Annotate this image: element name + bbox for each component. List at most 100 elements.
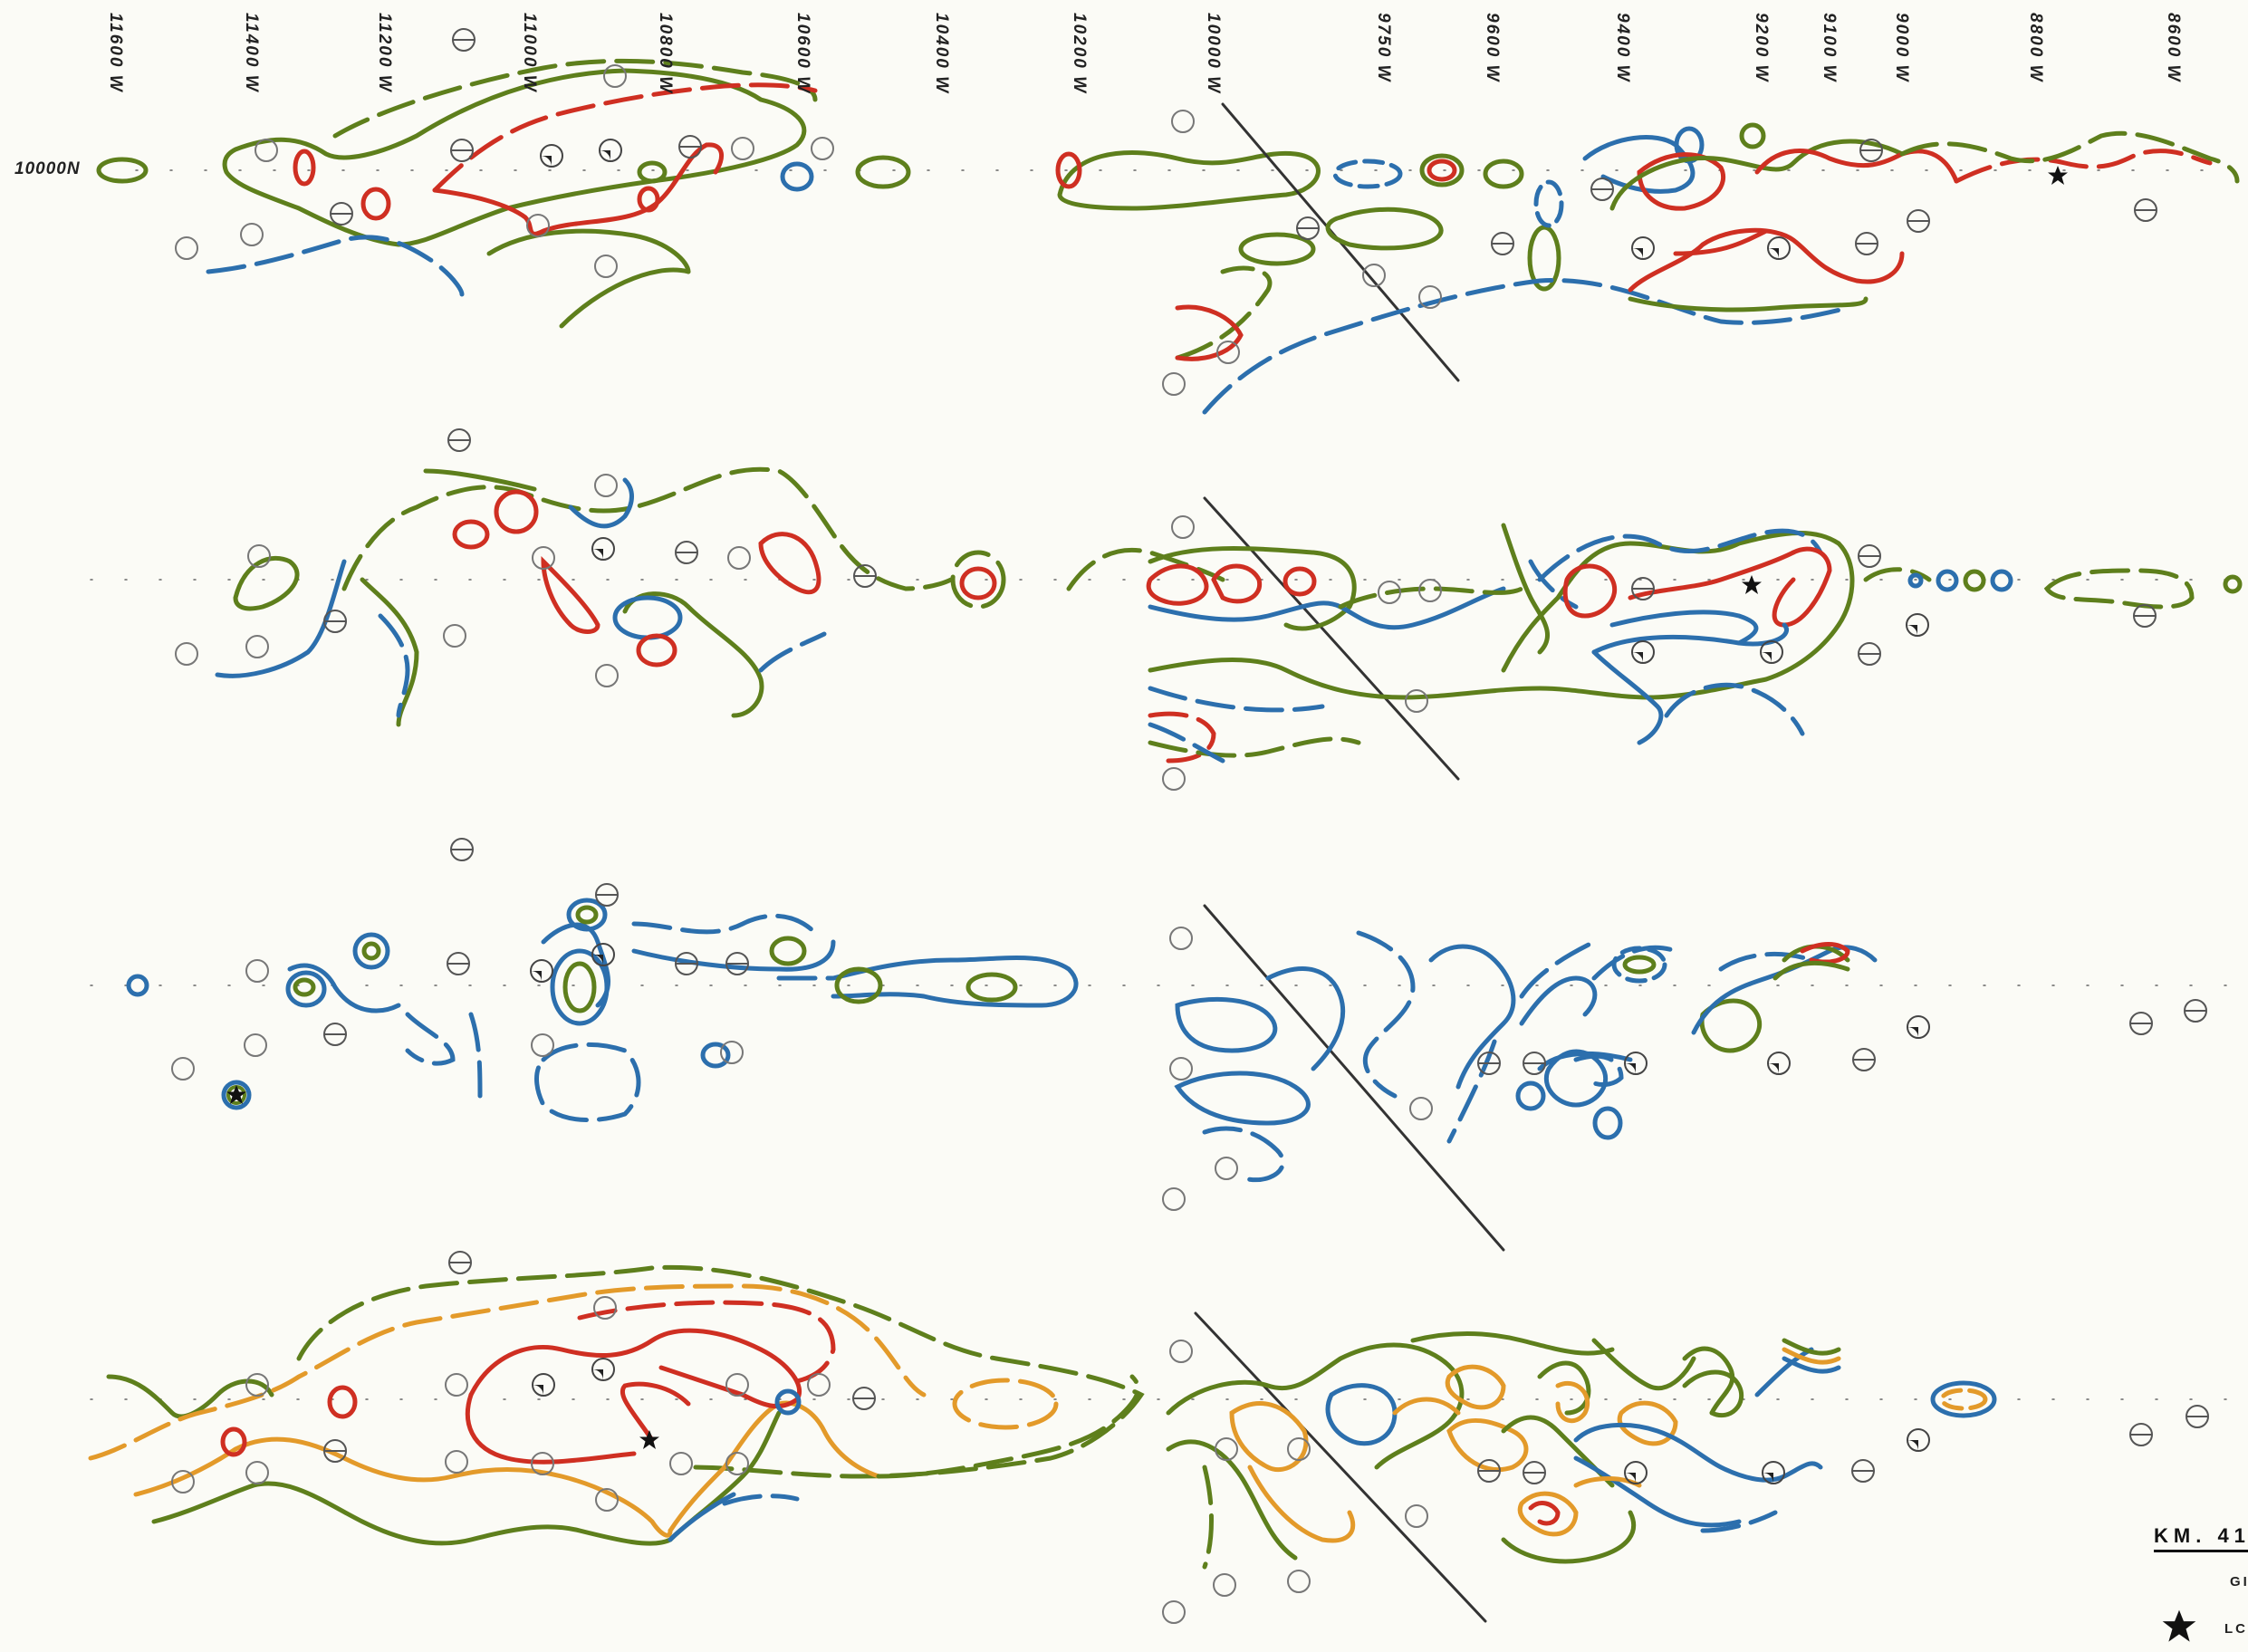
line-header-10400w: 10400 W [932,13,951,95]
station-symbol [531,1033,554,1057]
station-symbol [2133,604,2157,628]
station-symbol [807,1373,831,1397]
contour-red-2j [1148,711,1216,764]
contour-blue-2k [1591,622,1789,655]
contour-blue-2h [1148,686,1325,713]
station-symbol [1171,515,1195,539]
contour-blue-4f [1573,1455,1742,1528]
station-symbol [675,541,698,564]
station-symbol [244,1033,267,1057]
station-symbol [720,1041,744,1064]
contour-green-4h [1202,1465,1214,1570]
contour-blue-3t [1356,930,1416,1099]
station-symbol [1760,640,1783,664]
line-header-10600w: 10600 W [793,13,812,95]
contour-blue-2p [1936,569,1959,592]
contour-green-4e [876,1374,1140,1479]
station-symbol [1169,927,1193,950]
line-header-11000w: 11000 W [520,13,539,93]
station-symbol [245,635,269,658]
station-symbol [2134,198,2157,222]
station-symbol [1767,236,1791,260]
station-symbol [1851,1459,1875,1483]
contour-blue-3s [1265,966,1346,1071]
contour-orange-4d [952,1378,1059,1430]
station-symbol [731,137,754,160]
station-symbol [171,1057,195,1081]
line-header-9100w: 9100 W [1820,13,1839,83]
contour-red-2g [1146,563,1209,606]
contour-green-1i [1325,206,1444,251]
station-symbol [595,664,619,687]
station-symbol [445,1450,468,1474]
contour-red-2f [959,566,997,600]
station-symbol [532,1373,555,1397]
station-symbol [452,28,476,52]
station-symbol [725,952,749,975]
contour-green-1p [1609,139,1905,211]
station-symbol [447,952,470,975]
station-symbol [1767,1052,1791,1075]
contour-red-4d [620,1381,691,1443]
contour-red-4f [220,1426,247,1457]
station-symbol [1523,1052,1546,1075]
contour-orange-4f [1247,1465,1356,1543]
station-symbol [1858,642,1881,666]
station-symbol [1907,1428,1930,1452]
station-symbol [594,255,618,278]
station-symbol [1590,178,1614,201]
contour-green-1j [1238,232,1316,266]
contour-green-2k [1148,658,1542,700]
station-symbol [450,838,474,861]
contour-red-1b [432,142,725,236]
line-header-9600w: 9600 W [1483,13,1502,83]
contour-blue-2i [1148,722,1225,764]
station-symbol [603,64,627,88]
station-symbol [1855,232,1878,255]
contour-blue-3k [566,898,608,932]
map-subtitle: GI [2230,1574,2248,1590]
contour-green-1d [559,267,691,329]
station-symbol [2186,1405,2209,1428]
station-symbol [1405,689,1428,713]
contour-blue-3l [631,913,818,936]
contour-blue-1b [206,235,465,297]
contour-green-2n [1863,567,1932,582]
station-symbol [1215,1157,1238,1180]
contour-green-1n [1175,265,1273,360]
contour-green-4i [1410,1331,1615,1356]
contour-blue-3h [550,948,610,1026]
contour-blue-4b [722,1494,800,1506]
contour-blue-4e [1573,1422,1823,1483]
contour-blue-3ag [1718,952,1814,972]
station-symbol [1405,1504,1428,1528]
contour-green-2g [1066,547,1225,591]
contour-blue-2j [1537,528,1823,582]
panel-2 [90,466,2243,781]
contour-orange-4e [1229,1401,1309,1473]
contour-red-4g [1528,1501,1561,1526]
contour-green-4m [1682,1346,1735,1416]
contour-green-4d [668,1410,782,1542]
fault-3 [1203,904,1505,1252]
fault-2 [1203,496,1460,781]
station-symbol [2129,1423,2153,1446]
contour-red-1l [1954,149,2213,184]
contour-green-3a [293,977,316,997]
contour-red-1j [1628,227,1905,293]
station-symbol [1631,236,1655,260]
contour-blue-2l [1609,610,1759,646]
panel-1 [96,58,2240,415]
contour-red-2l [1628,550,1796,600]
contour-blue-2b [215,559,347,678]
contour-green-1o [1739,122,1766,149]
contour-blue-3v [1446,1039,1497,1144]
contour-green-2h [1148,546,1357,631]
contour-orange-4h [1445,1364,1506,1410]
contour-green-4n [1501,1510,1637,1564]
contour-blue-2d [612,595,683,640]
contour-green-4g [1166,1439,1298,1561]
station-symbol [1523,1461,1546,1484]
contour-blue-4g [1700,1510,1778,1533]
